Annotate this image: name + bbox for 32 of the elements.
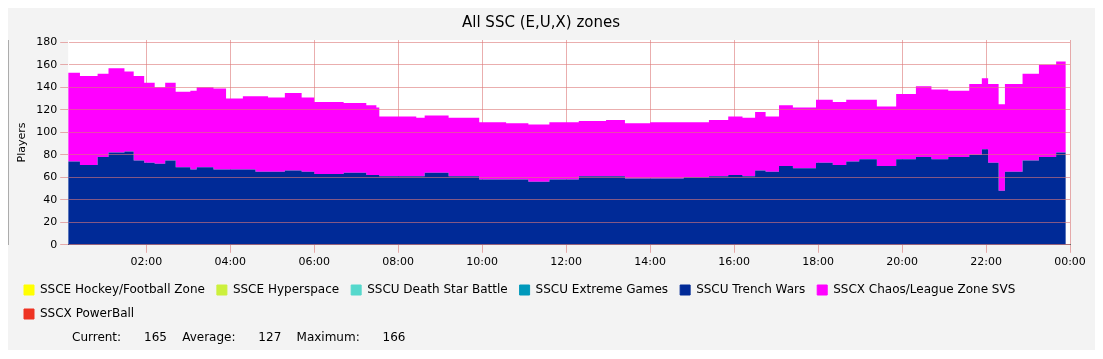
x-tick-label: 22:00 (970, 255, 1002, 269)
x-tick-label: 18:00 (802, 255, 834, 269)
chart-title: All SSC (E,U,X) zones (462, 12, 621, 31)
y-tick-label: 180 (36, 35, 58, 49)
y-tick-label: 20 (43, 215, 58, 229)
y-tick-label: 60 (43, 170, 58, 184)
x-tick-label: 14:00 (634, 255, 666, 269)
legend-label: SSCE Hockey/Football Zone (40, 282, 205, 297)
x-tick-label: 04:00 (214, 255, 247, 269)
y-tick-label: 120 (36, 102, 58, 116)
y-tick-label: 160 (36, 57, 58, 71)
legend-label: SSCX PowerBall (40, 306, 135, 321)
y-tick-label: 0 (50, 237, 58, 251)
text: Current: 165 Average: 127 Maximum: 166 (71, 330, 407, 346)
legend-label: SSCU Trench Wars (696, 282, 806, 297)
legend-label: SSCU Death Star Battle (367, 282, 508, 297)
x-tick-label: 16:00 (718, 255, 750, 269)
x-tick-label: 20:00 (886, 255, 918, 269)
x-tick-label: 06:00 (298, 255, 331, 269)
x-tick-label: 10:00 (466, 255, 499, 269)
y-tick-label: 40 (43, 192, 58, 206)
y-tick-label: 140 (36, 80, 58, 94)
y-axis-title: Players (15, 122, 29, 163)
legend-label: SSCU Extreme Games (535, 282, 669, 297)
x-tick-label: 12:00 (550, 255, 583, 269)
legend-label: SSCX Chaos/League Zone SVS (833, 282, 1016, 297)
legend-label: SSCE Hyperspace (232, 282, 340, 297)
x-tick-label: 02:00 (130, 255, 163, 269)
x-tick-label: 00:00 (1054, 255, 1086, 269)
x-tick-label: 08:00 (382, 255, 415, 269)
y-tick-label: 100 (36, 125, 58, 139)
y-tick-label: 80 (43, 147, 58, 161)
